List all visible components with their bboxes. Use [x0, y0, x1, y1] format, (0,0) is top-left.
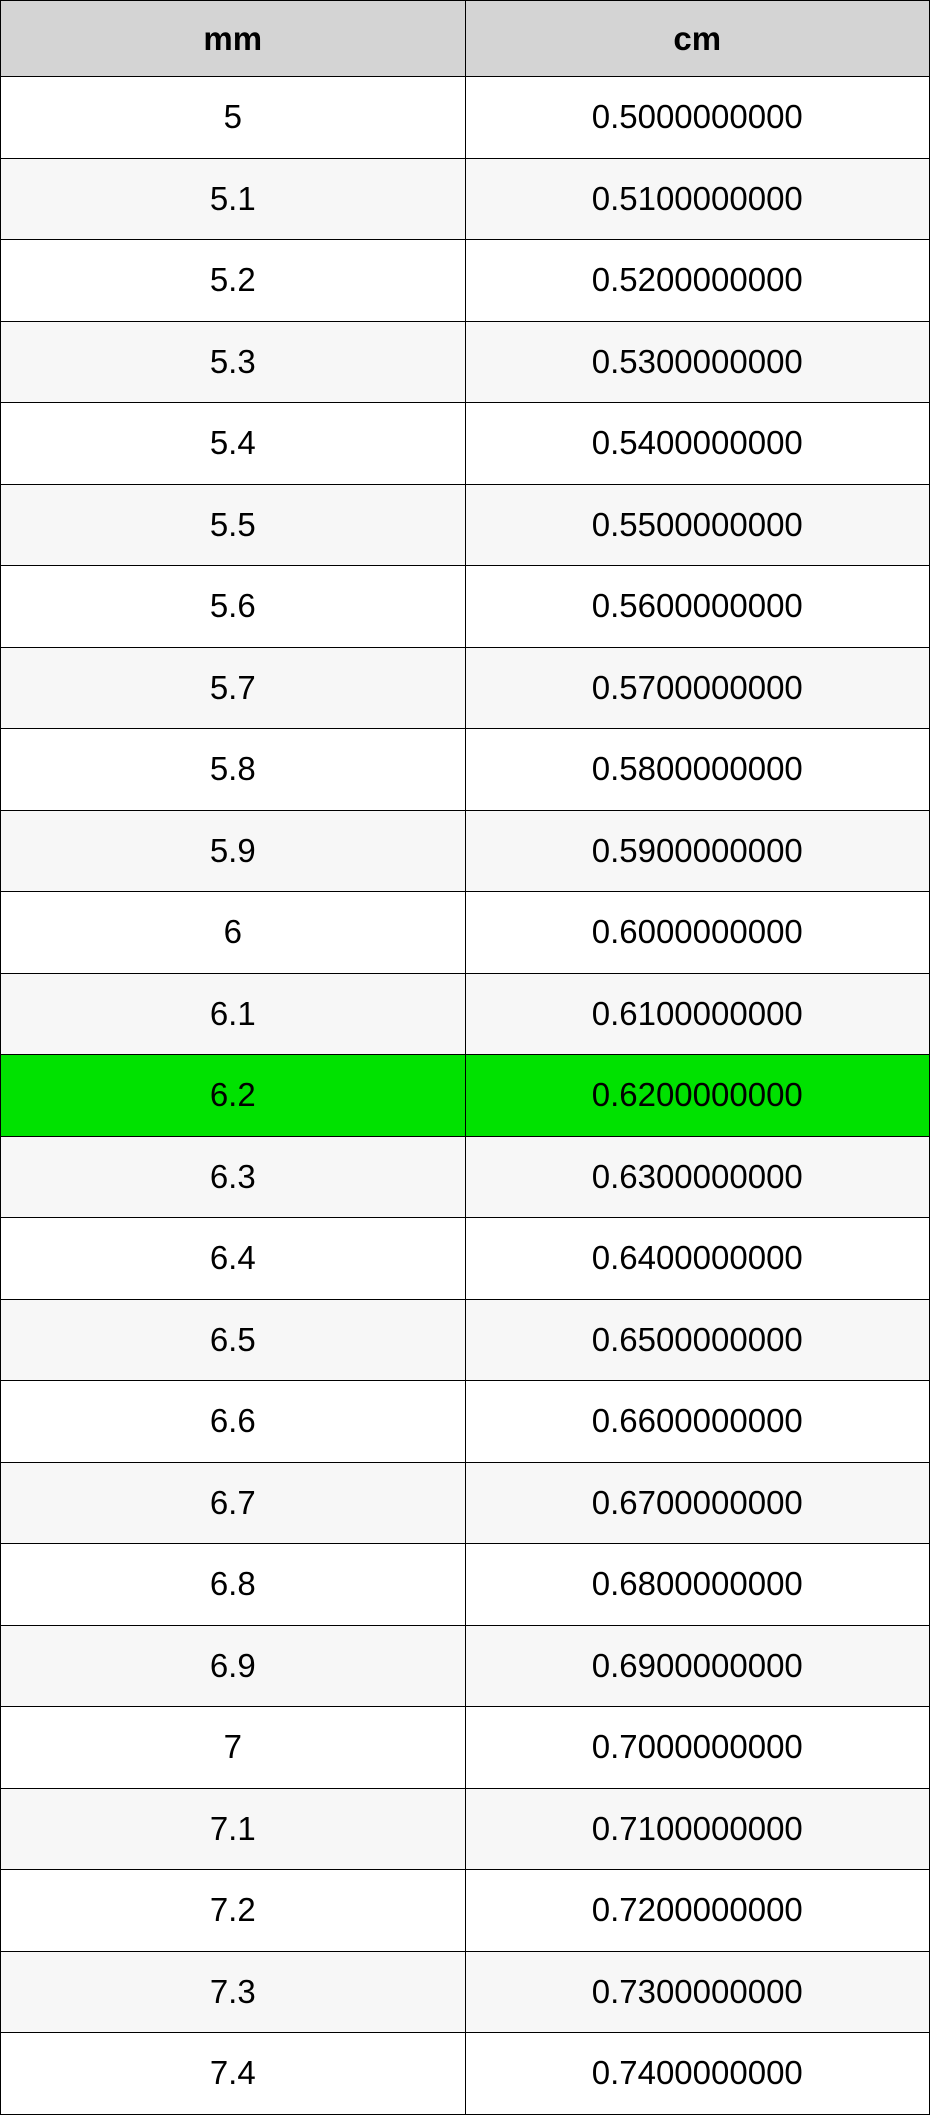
cell-cm: 0.7100000000 — [465, 1788, 930, 1870]
cell-mm: 7.2 — [1, 1870, 466, 1952]
cell-mm: 5.7 — [1, 647, 466, 729]
column-header-mm: mm — [1, 1, 466, 77]
table-row: 50.5000000000 — [1, 77, 930, 159]
cell-mm: 6.5 — [1, 1299, 466, 1381]
cell-cm: 0.7400000000 — [465, 2033, 930, 2115]
cell-mm: 7.3 — [1, 1951, 466, 2033]
table-row: 5.90.5900000000 — [1, 810, 930, 892]
cell-mm: 5.6 — [1, 566, 466, 648]
cell-cm: 0.6000000000 — [465, 892, 930, 974]
table-row: 6.20.6200000000 — [1, 1055, 930, 1137]
table-row: 5.10.5100000000 — [1, 158, 930, 240]
cell-cm: 0.5700000000 — [465, 647, 930, 729]
cell-mm: 6.3 — [1, 1136, 466, 1218]
cell-cm: 0.6500000000 — [465, 1299, 930, 1381]
table-row: 6.60.6600000000 — [1, 1381, 930, 1463]
table-row: 6.90.6900000000 — [1, 1625, 930, 1707]
cell-cm: 0.5600000000 — [465, 566, 930, 648]
table-row: 5.30.5300000000 — [1, 321, 930, 403]
table-row: 5.20.5200000000 — [1, 240, 930, 322]
cell-cm: 0.5000000000 — [465, 77, 930, 159]
cell-mm: 5.1 — [1, 158, 466, 240]
table-row: 7.20.7200000000 — [1, 1870, 930, 1952]
cell-cm: 0.5500000000 — [465, 484, 930, 566]
cell-mm: 6.4 — [1, 1218, 466, 1300]
cell-mm: 5.2 — [1, 240, 466, 322]
cell-cm: 0.6400000000 — [465, 1218, 930, 1300]
cell-cm: 0.6700000000 — [465, 1462, 930, 1544]
cell-cm: 0.6100000000 — [465, 973, 930, 1055]
cell-cm: 0.5900000000 — [465, 810, 930, 892]
table-row: 5.60.5600000000 — [1, 566, 930, 648]
table-row: 7.40.7400000000 — [1, 2033, 930, 2115]
cell-mm: 6.9 — [1, 1625, 466, 1707]
cell-mm: 6.1 — [1, 973, 466, 1055]
cell-mm: 7.1 — [1, 1788, 466, 1870]
table-row: 6.50.6500000000 — [1, 1299, 930, 1381]
cell-cm: 0.5300000000 — [465, 321, 930, 403]
table-row: 5.50.5500000000 — [1, 484, 930, 566]
table-row: 6.40.6400000000 — [1, 1218, 930, 1300]
cell-mm: 5.5 — [1, 484, 466, 566]
cell-mm: 5.3 — [1, 321, 466, 403]
cell-mm: 7.4 — [1, 2033, 466, 2115]
cell-cm: 0.6600000000 — [465, 1381, 930, 1463]
table-row: 7.10.7100000000 — [1, 1788, 930, 1870]
cell-cm: 0.6900000000 — [465, 1625, 930, 1707]
table-row: 7.30.7300000000 — [1, 1951, 930, 2033]
cell-mm: 5 — [1, 77, 466, 159]
cell-cm: 0.6800000000 — [465, 1544, 930, 1626]
table-row: 6.70.6700000000 — [1, 1462, 930, 1544]
table-row: 60.6000000000 — [1, 892, 930, 974]
cell-cm: 0.5100000000 — [465, 158, 930, 240]
table-row: 5.70.5700000000 — [1, 647, 930, 729]
cell-mm: 7 — [1, 1707, 466, 1789]
cell-mm: 5.9 — [1, 810, 466, 892]
cell-cm: 0.7200000000 — [465, 1870, 930, 1952]
cell-mm: 6.2 — [1, 1055, 466, 1137]
conversion-table: mm cm 50.50000000005.10.51000000005.20.5… — [0, 0, 930, 2115]
table-header-row: mm cm — [1, 1, 930, 77]
cell-cm: 0.7300000000 — [465, 1951, 930, 2033]
table-row: 70.7000000000 — [1, 1707, 930, 1789]
cell-cm: 0.5200000000 — [465, 240, 930, 322]
cell-mm: 5.8 — [1, 729, 466, 811]
table-body: 50.50000000005.10.51000000005.20.5200000… — [1, 77, 930, 2115]
cell-cm: 0.6300000000 — [465, 1136, 930, 1218]
cell-cm: 0.7000000000 — [465, 1707, 930, 1789]
cell-cm: 0.6200000000 — [465, 1055, 930, 1137]
cell-mm: 6.6 — [1, 1381, 466, 1463]
cell-mm: 6 — [1, 892, 466, 974]
cell-cm: 0.5400000000 — [465, 403, 930, 485]
table-row: 5.80.5800000000 — [1, 729, 930, 811]
table-row: 6.80.6800000000 — [1, 1544, 930, 1626]
table-row: 6.10.6100000000 — [1, 973, 930, 1055]
cell-mm: 6.7 — [1, 1462, 466, 1544]
table-header: mm cm — [1, 1, 930, 77]
table-row: 5.40.5400000000 — [1, 403, 930, 485]
cell-mm: 5.4 — [1, 403, 466, 485]
cell-cm: 0.5800000000 — [465, 729, 930, 811]
column-header-cm: cm — [465, 1, 930, 77]
cell-mm: 6.8 — [1, 1544, 466, 1626]
table-row: 6.30.6300000000 — [1, 1136, 930, 1218]
